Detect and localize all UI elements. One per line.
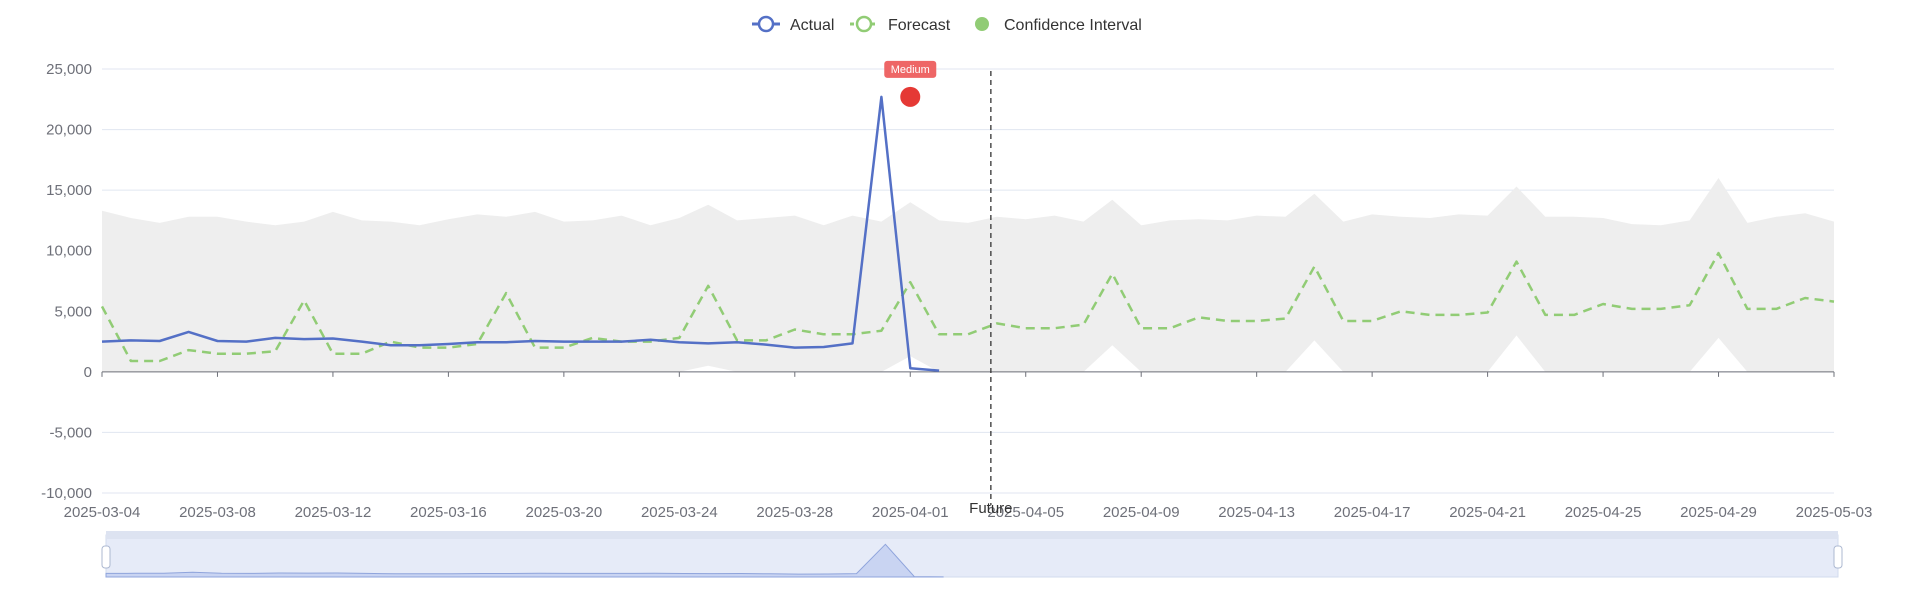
x-tick-label: 2025-03-28 xyxy=(756,504,833,521)
x-tick-label: 2025-03-20 xyxy=(525,504,602,521)
x-tick-label: 2025-03-12 xyxy=(295,504,372,521)
x-tick-label: 2025-03-08 xyxy=(179,504,256,521)
data-zoom-move-handle xyxy=(106,531,1838,539)
legend-actual-label: Actual xyxy=(790,17,834,34)
data-zoom-left-handle[interactable] xyxy=(101,545,111,569)
legend-confidence-icon xyxy=(975,17,989,31)
legend-item-confidence-interval[interactable]: Confidence Interval xyxy=(975,17,1142,34)
x-tick-label: 2025-04-29 xyxy=(1680,504,1757,521)
x-tick-label: 2025-04-25 xyxy=(1565,504,1642,521)
y-tick-label: -5,000 xyxy=(49,424,92,441)
x-tick-label: 2025-04-21 xyxy=(1449,504,1526,521)
x-tick-label: 2025-04-09 xyxy=(1103,504,1180,521)
data-zoom-preview-area xyxy=(105,543,944,578)
x-tick-label: 2025-04-05 xyxy=(987,504,1064,521)
legend-actual-icon xyxy=(757,15,775,33)
data-zoom-right-handle[interactable] xyxy=(1833,545,1843,569)
x-tick-label: 2025-04-17 xyxy=(1334,504,1411,521)
x-axis-labels: 2025-03-04 2025-03-08 2025-03-12 2025-03-16… xyxy=(64,504,1873,521)
data-zoom-background xyxy=(105,534,1839,578)
medium-mark-point xyxy=(900,86,921,107)
confidence-interval-band xyxy=(102,178,1834,372)
x-tick-label: 2025-03-24 xyxy=(641,504,718,521)
x-tick-label: 2025-04-01 xyxy=(872,504,949,521)
medium-badge xyxy=(884,60,937,78)
y-tick-label: 5,000 xyxy=(54,303,92,320)
future-mark-line: Future xyxy=(969,71,1013,517)
legend-confidence-label: Confidence Interval xyxy=(1004,17,1142,34)
forecast-series-line xyxy=(100,251,1835,363)
medium-badge-label: Medium xyxy=(891,64,930,76)
confidence-band xyxy=(102,178,1834,372)
legend-forecast-icon xyxy=(855,15,873,33)
x-tick-label: 2025-03-04 xyxy=(64,504,141,521)
y-tick-label: 15,000 xyxy=(46,182,92,199)
x-tick-label: 2025-04-13 xyxy=(1218,504,1295,521)
x-tick-label: 2025-05-03 xyxy=(1796,504,1873,521)
y-tick-label: -10,000 xyxy=(41,485,92,502)
legend-forecast-label: Forecast xyxy=(888,17,951,34)
mark-point: Medium xyxy=(884,60,937,107)
y-axis: 25,000 20,000 15,000 10,000 5,000 0 -5,000 -10,… xyxy=(41,61,92,502)
legend-item-forecast[interactable]: Forecast xyxy=(850,15,951,34)
series xyxy=(100,95,1835,372)
y-tick-label: 0 xyxy=(84,364,92,381)
x-tick-label: 2025-03-16 xyxy=(410,504,487,521)
actual-series-line xyxy=(101,95,940,372)
future-mark-label: Future xyxy=(969,500,1012,517)
x-axis xyxy=(101,371,1835,377)
y-tick-label: 20,000 xyxy=(46,122,92,139)
legend: Actual Forecast Confidence Interval xyxy=(752,15,1142,34)
data-zoom[interactable] xyxy=(101,531,1843,578)
y-tick-label: 10,000 xyxy=(46,243,92,260)
y-tick-label: 25,000 xyxy=(46,61,92,78)
legend-item-actual[interactable]: Actual xyxy=(752,15,834,34)
